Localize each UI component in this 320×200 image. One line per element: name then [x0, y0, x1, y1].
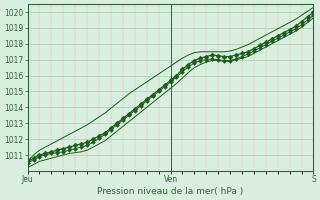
X-axis label: Pression niveau de la mer( hPa ): Pression niveau de la mer( hPa ) — [97, 187, 244, 196]
